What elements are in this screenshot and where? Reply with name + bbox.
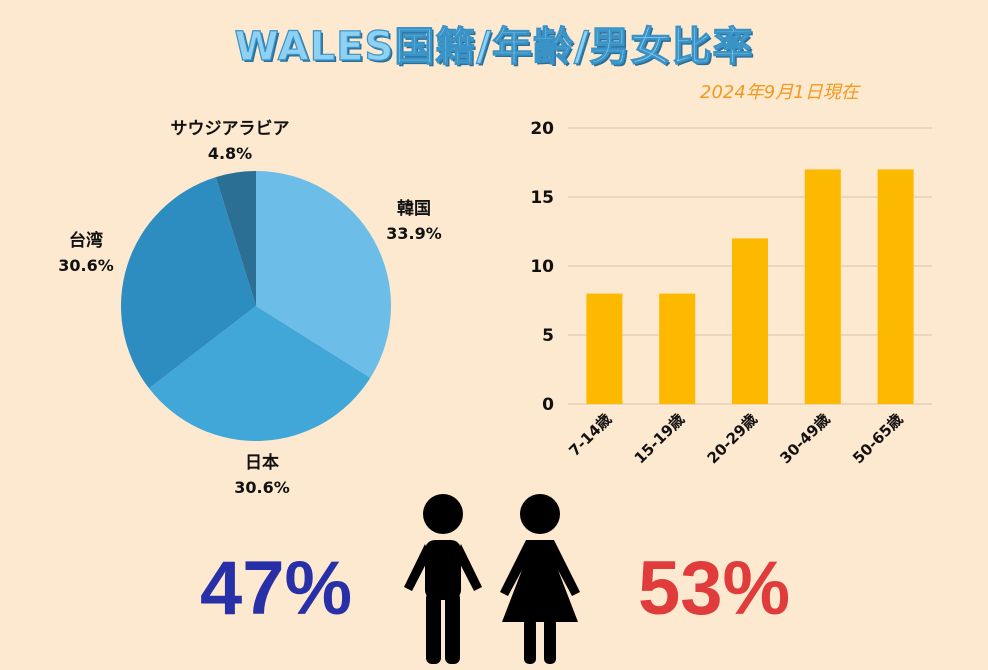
bar xyxy=(732,238,768,404)
x-tick-label: 15-19歳 xyxy=(631,410,688,467)
x-tick-label: 50-65歳 xyxy=(849,410,906,467)
woman-icon xyxy=(500,494,580,664)
pie-slice xyxy=(148,306,371,441)
x-tick-label: 30-49歳 xyxy=(776,410,833,467)
female-percentage: 53% xyxy=(638,546,791,631)
x-tick-label: 20-29歳 xyxy=(704,410,761,467)
pie-slice-label: 日本 xyxy=(245,452,279,473)
x-tick-label: 7-14歳 xyxy=(565,410,615,460)
y-tick-label: 10 xyxy=(530,257,554,277)
page-title: WALES国籍/年齢/男女比率 xyxy=(234,23,754,70)
pie-slice xyxy=(215,171,256,306)
pie-slice xyxy=(121,177,257,389)
man-icon xyxy=(404,494,482,664)
pie-slice-value: 30.6% xyxy=(234,478,290,497)
pie-slice-value: 4.8% xyxy=(208,144,252,163)
bar xyxy=(804,169,841,404)
bar xyxy=(586,293,623,404)
pie-slice-value: 33.9% xyxy=(386,224,442,243)
y-tick-label: 20 xyxy=(530,119,554,139)
pie-slice-label: サウジアラビア xyxy=(171,119,290,139)
pie-slice-value: 30.6% xyxy=(58,256,114,275)
male-percentage: 47% xyxy=(200,546,353,631)
pie-slice-label: 台湾 xyxy=(69,230,103,251)
date-label: 2024年9月1日現在 xyxy=(700,82,859,103)
bar xyxy=(659,293,696,404)
y-tick-label: 5 xyxy=(542,326,554,346)
pie-slice-label: 韓国 xyxy=(397,198,431,219)
bar xyxy=(877,169,914,404)
pie-slice xyxy=(256,171,391,378)
y-tick-label: 15 xyxy=(530,188,554,208)
y-tick-label: 0 xyxy=(542,395,554,415)
